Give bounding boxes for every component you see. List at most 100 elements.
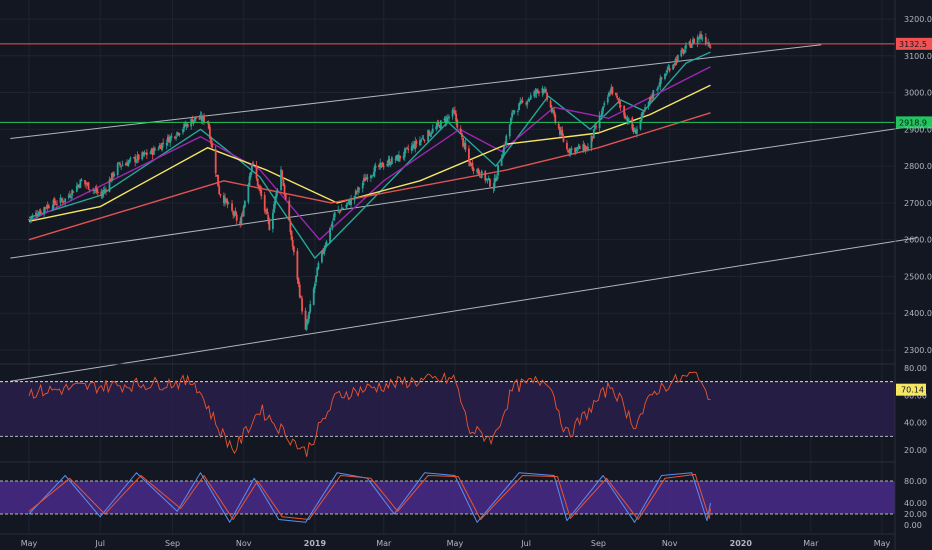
candle-body[interactable] (365, 177, 368, 180)
candle-body[interactable] (306, 319, 309, 324)
candle-body[interactable] (599, 116, 602, 117)
candle-body[interactable] (683, 49, 686, 53)
candle-body[interactable] (184, 124, 187, 126)
candle-body[interactable] (296, 250, 299, 280)
candle-body[interactable] (577, 145, 580, 148)
candle-body[interactable] (93, 190, 96, 191)
candle-body[interactable] (329, 227, 331, 243)
candle-body[interactable] (308, 311, 310, 319)
candle-body[interactable] (79, 179, 82, 189)
candle-body[interactable] (387, 159, 390, 164)
candle-body[interactable] (456, 119, 459, 128)
candle-body[interactable] (701, 38, 704, 40)
candle-body[interactable] (431, 128, 434, 133)
candle-body[interactable] (436, 122, 439, 127)
candle-body[interactable] (380, 163, 383, 165)
candle-body[interactable] (201, 116, 204, 122)
candle-body[interactable] (461, 133, 463, 138)
candle-body[interactable] (546, 93, 549, 100)
candle-body[interactable] (660, 77, 663, 80)
candle-body[interactable] (337, 209, 340, 212)
candle-body[interactable] (324, 245, 327, 249)
candle-body[interactable] (290, 230, 293, 240)
candle-body[interactable] (455, 113, 457, 121)
candle-body[interactable] (647, 101, 650, 106)
candle-body[interactable] (626, 118, 629, 123)
candle-body[interactable] (200, 115, 203, 121)
candle-body[interactable] (339, 210, 342, 212)
candle-body[interactable] (67, 195, 70, 198)
candle-body[interactable] (96, 191, 99, 193)
candle-body[interactable] (117, 162, 120, 164)
candle-body[interactable] (309, 304, 312, 313)
candle-body[interactable] (484, 171, 487, 181)
candle-body[interactable] (494, 178, 497, 182)
candle-body[interactable] (152, 147, 155, 155)
candle-body[interactable] (186, 123, 189, 127)
candle-body[interactable] (108, 179, 111, 192)
candle-body[interactable] (222, 195, 225, 204)
candle-body[interactable] (405, 148, 407, 150)
candle-body[interactable] (568, 150, 571, 153)
candle-body[interactable] (617, 98, 620, 100)
candle-body[interactable] (407, 148, 410, 151)
candle-body[interactable] (652, 90, 655, 99)
candle-body[interactable] (348, 200, 351, 205)
candle-body[interactable] (63, 201, 65, 202)
candle-body[interactable] (289, 221, 292, 233)
candle-body[interactable] (240, 215, 243, 224)
candle-body[interactable] (275, 191, 278, 198)
candle-body[interactable] (219, 194, 222, 196)
candle-body[interactable] (120, 166, 123, 167)
candle-body[interactable] (210, 137, 212, 144)
candle-body[interactable] (681, 49, 684, 51)
candle-body[interactable] (260, 190, 263, 197)
candle-body[interactable] (350, 199, 352, 205)
candle-body[interactable] (135, 160, 138, 163)
candle-body[interactable] (297, 278, 300, 284)
candle-body[interactable] (396, 154, 399, 161)
candle-body[interactable] (271, 212, 274, 230)
candle-body[interactable] (88, 189, 91, 191)
candle-body[interactable] (658, 86, 661, 88)
candle-body[interactable] (592, 129, 595, 139)
price-axis[interactable]: 3132.5 2918.9 3200.0 3100.0 3000.0 2900.0 2800… (896, 15, 932, 530)
candle-body[interactable] (470, 163, 473, 166)
candle-body[interactable] (648, 97, 651, 103)
candle-body[interactable] (207, 122, 210, 129)
candle-body[interactable] (403, 149, 406, 157)
candle-body[interactable] (126, 162, 128, 166)
candle-body[interactable] (37, 215, 40, 216)
candle-body[interactable] (283, 184, 286, 196)
candle-body[interactable] (682, 49, 685, 54)
candle-body[interactable] (497, 164, 499, 176)
candle-body[interactable] (347, 200, 350, 203)
candle-body[interactable] (29, 218, 32, 220)
candle-body[interactable] (595, 126, 598, 128)
candle-body[interactable] (235, 214, 238, 221)
candle-body[interactable] (169, 136, 172, 143)
candle-body[interactable] (690, 44, 693, 48)
candle-body[interactable] (501, 154, 504, 159)
candle-body[interactable] (257, 185, 260, 188)
candle-body[interactable] (505, 135, 508, 146)
candle-body[interactable] (95, 188, 98, 193)
candle-body[interactable] (443, 118, 446, 121)
candle-body[interactable] (428, 131, 431, 137)
candle-body[interactable] (707, 42, 710, 45)
candle-body[interactable] (315, 275, 317, 283)
candle-body[interactable] (119, 163, 121, 166)
candle-body[interactable] (346, 202, 349, 204)
candle-body[interactable] (485, 178, 488, 180)
candle-body[interactable] (75, 185, 78, 192)
candle-body[interactable] (129, 157, 132, 159)
candle-body[interactable] (386, 163, 389, 166)
candle-body[interactable] (438, 125, 441, 128)
candle-body[interactable] (606, 97, 609, 103)
candle-body[interactable] (609, 93, 612, 95)
candle-body[interactable] (657, 87, 659, 90)
candle-body[interactable] (650, 96, 652, 99)
candle-body[interactable] (266, 208, 268, 215)
candle-body[interactable] (504, 144, 506, 146)
candle-body[interactable] (601, 110, 603, 116)
